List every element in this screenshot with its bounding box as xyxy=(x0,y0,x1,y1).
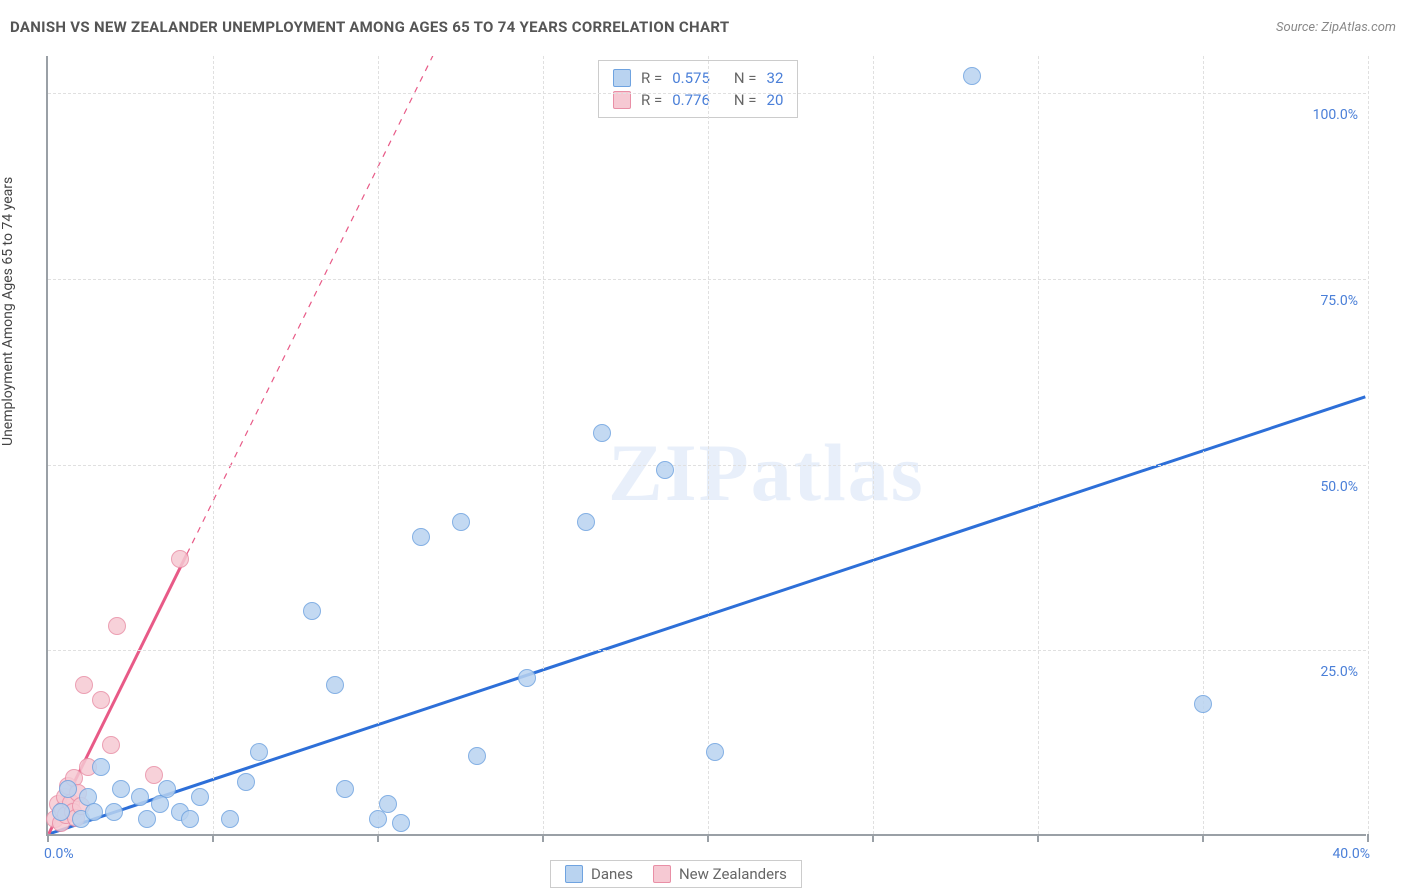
point-danes xyxy=(518,669,536,687)
point-danes xyxy=(138,810,156,828)
gridline-v xyxy=(708,56,709,834)
trend-line xyxy=(49,397,1366,834)
gridline-h xyxy=(48,279,1366,280)
gridline-h xyxy=(48,93,1366,94)
gridline-v xyxy=(1203,56,1204,834)
x-tick xyxy=(872,834,874,842)
y-axis-title: Unemployment Among Ages 65 to 74 years xyxy=(0,177,16,446)
x-tick xyxy=(1037,834,1039,842)
point-danes xyxy=(593,424,611,442)
gridline-h xyxy=(48,650,1366,651)
point-danes xyxy=(85,803,103,821)
gridline-v xyxy=(873,56,874,834)
point-danes xyxy=(131,788,149,806)
gridline-h xyxy=(48,465,1366,466)
point-danes xyxy=(706,743,724,761)
point-danes xyxy=(1194,695,1212,713)
x-tick xyxy=(47,834,49,842)
point-nz xyxy=(145,766,163,784)
legend: Danes New Zealanders xyxy=(550,860,802,888)
gridline-v xyxy=(543,56,544,834)
point-danes xyxy=(336,780,354,798)
point-danes xyxy=(326,676,344,694)
x-tick xyxy=(1367,834,1369,842)
trend-line xyxy=(187,56,444,554)
legend-item-danes: Danes xyxy=(565,865,633,883)
legend-item-nz: New Zealanders xyxy=(653,865,787,883)
point-danes xyxy=(303,602,321,620)
y-tick-label: 25.0% xyxy=(1288,664,1358,680)
point-nz xyxy=(75,676,93,694)
point-danes xyxy=(105,803,123,821)
point-danes xyxy=(656,461,674,479)
x-tick xyxy=(377,834,379,842)
watermark: ZIPatlas xyxy=(608,426,925,520)
trend-lines xyxy=(48,56,1366,834)
stat-n-label: N = xyxy=(734,69,757,87)
point-danes xyxy=(412,528,430,546)
legend-label-nz: New Zealanders xyxy=(679,865,787,883)
stats-box: R = 0.575 N = 32 R = 0.776 N = 20 xyxy=(598,60,798,118)
point-danes xyxy=(468,747,486,765)
stat-r-danes: 0.575 xyxy=(672,69,710,87)
point-nz xyxy=(171,550,189,568)
point-danes xyxy=(577,513,595,531)
point-danes xyxy=(191,788,209,806)
x-tick-label: 0.0% xyxy=(44,846,74,862)
point-danes xyxy=(221,810,239,828)
chart-title: DANISH VS NEW ZEALANDER UNEMPLOYMENT AMO… xyxy=(10,18,729,36)
point-danes xyxy=(250,743,268,761)
stat-r-label: R = xyxy=(641,69,662,87)
stats-row-danes: R = 0.575 N = 32 xyxy=(613,67,783,89)
point-danes xyxy=(181,810,199,828)
y-tick-label: 75.0% xyxy=(1288,293,1358,309)
source-label: Source: ZipAtlas.com xyxy=(1276,20,1396,35)
x-tick xyxy=(542,834,544,842)
point-nz xyxy=(102,736,120,754)
point-danes xyxy=(158,780,176,798)
stat-n-danes: 32 xyxy=(767,69,784,87)
point-danes xyxy=(92,758,110,776)
x-tick-label: 40.0% xyxy=(1332,846,1370,862)
point-danes xyxy=(452,513,470,531)
point-danes xyxy=(237,773,255,791)
swatch-nz xyxy=(653,865,671,883)
x-tick xyxy=(212,834,214,842)
point-danes xyxy=(392,814,410,832)
gridline-v xyxy=(213,56,214,834)
x-tick xyxy=(1202,834,1204,842)
swatch-danes xyxy=(565,865,583,883)
gridline-v xyxy=(1368,56,1369,834)
point-nz xyxy=(108,617,126,635)
legend-label-danes: Danes xyxy=(591,865,633,883)
plot-area: ZIPatlas R = 0.575 N = 32 R = 0.776 N = … xyxy=(46,56,1366,836)
gridline-v xyxy=(378,56,379,834)
y-tick-label: 100.0% xyxy=(1288,107,1358,123)
point-danes xyxy=(52,803,70,821)
point-danes xyxy=(379,795,397,813)
gridline-v xyxy=(1038,56,1039,834)
swatch-danes xyxy=(613,69,631,87)
point-danes xyxy=(112,780,130,798)
point-danes xyxy=(963,67,981,85)
x-tick xyxy=(707,834,709,842)
point-nz xyxy=(92,691,110,709)
point-danes xyxy=(59,780,77,798)
y-tick-label: 50.0% xyxy=(1288,479,1358,495)
